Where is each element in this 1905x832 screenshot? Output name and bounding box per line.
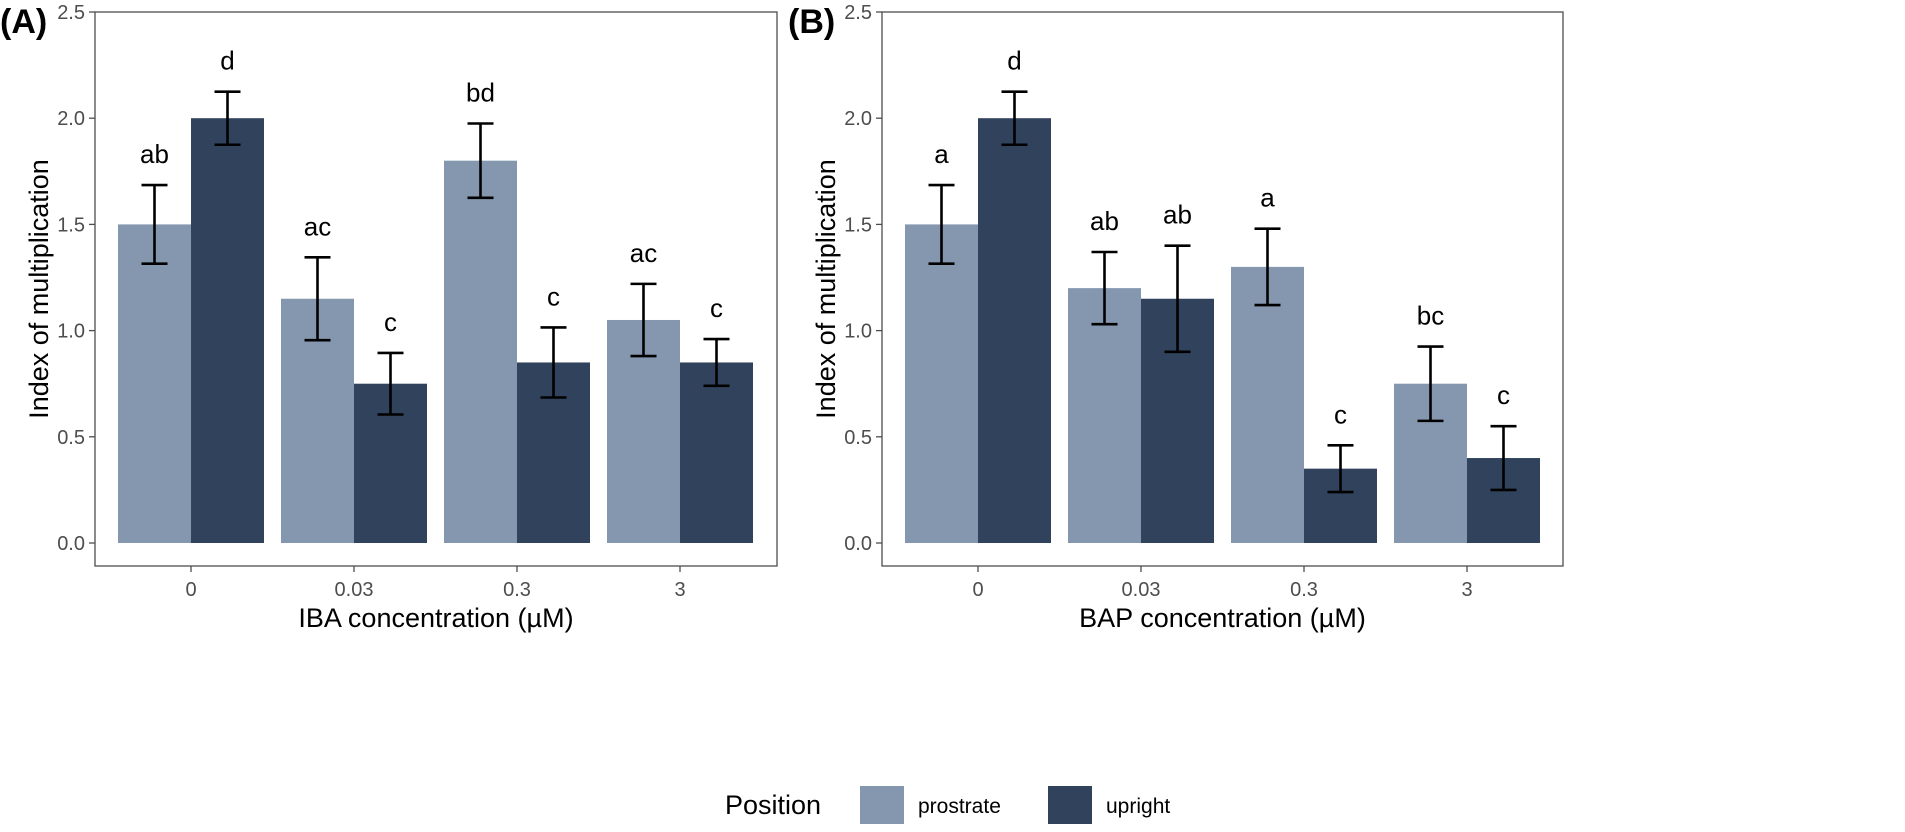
bar-upright-0	[978, 118, 1051, 543]
x-tick-label: 0.03	[1122, 579, 1161, 601]
y-tick-label: 1.5	[844, 214, 872, 236]
y-tick-label: 2.5	[57, 2, 85, 24]
bar-upright-0	[191, 118, 264, 543]
x-tick-label: 0.3	[503, 579, 531, 601]
bar-upright-3	[680, 362, 753, 543]
significance-letter: c	[710, 293, 723, 323]
y-axis-title: Index of multiplication	[811, 159, 841, 419]
chart-panel-b: (B) 0.0 0.5 1.0 1.5 2.0 2.5 0 0.03 0.3 3 BAP concen…	[788, 2, 1564, 633]
y-tick-label: 0.5	[844, 427, 872, 449]
x-tick-label: 3	[674, 579, 685, 601]
x-tick-label: 0.3	[1290, 579, 1318, 601]
x-axis-title: IBA concentration (µM)	[298, 603, 573, 633]
x-tick-label: 0.03	[335, 579, 374, 601]
y-tick-label: 2.0	[844, 108, 872, 130]
chart-panel-a: (A) 0.0 0.5 1.0 1.5 2.0 2.5 0 0.03 0.3 3 IBA concen…	[0, 2, 778, 633]
y-tick-label: 0.0	[57, 533, 85, 555]
bar-prostrate-0.03	[1068, 288, 1141, 543]
legend-label-upright: upright	[1106, 795, 1170, 818]
y-tick-label: 1.0	[844, 321, 872, 343]
y-axis-title: Index of multiplication	[24, 159, 54, 419]
significance-letter: bd	[466, 78, 495, 108]
x-tick-label: 0	[972, 579, 983, 601]
significance-letter: d	[220, 46, 234, 76]
y-tick-label: 1.5	[57, 214, 85, 236]
bar-prostrate-0	[118, 224, 191, 543]
x-tick-label: 3	[1461, 579, 1472, 601]
significance-letter: c	[1497, 380, 1510, 410]
significance-letter: bc	[1417, 301, 1444, 331]
legend: Position prostrate upright	[725, 786, 1170, 824]
legend-swatch-upright	[1048, 786, 1092, 824]
panel-label: (B)	[788, 3, 835, 41]
significance-letter: a	[934, 139, 949, 169]
bar-prostrate-0	[905, 224, 978, 543]
y-tick-label: 2.5	[844, 2, 872, 24]
significance-letter: ab	[1163, 200, 1192, 230]
legend-label-prostrate: prostrate	[918, 795, 1001, 818]
significance-letter: ac	[304, 211, 331, 241]
significance-letter: c	[384, 307, 397, 337]
bar-prostrate-0.3	[444, 160, 517, 543]
significance-letter: d	[1007, 46, 1021, 76]
significance-letter: ab	[140, 139, 169, 169]
panel-label: (A)	[0, 3, 47, 41]
significance-letter: c	[547, 281, 560, 311]
significance-letter: c	[1334, 399, 1347, 429]
y-tick-label: 0.5	[57, 427, 85, 449]
y-tick-label: 2.0	[57, 108, 85, 130]
significance-letter: a	[1260, 183, 1275, 213]
legend-title: Position	[725, 790, 821, 820]
significance-letter: ab	[1090, 206, 1119, 236]
y-tick-label: 0.0	[844, 533, 872, 555]
significance-letter: ac	[630, 238, 657, 268]
x-tick-label: 0	[185, 579, 196, 601]
bar-prostrate-0.3	[1231, 266, 1304, 543]
legend-swatch-prostrate	[860, 786, 904, 824]
x-axis-title: BAP concentration (µM)	[1079, 603, 1366, 633]
y-tick-label: 1.0	[57, 321, 85, 343]
